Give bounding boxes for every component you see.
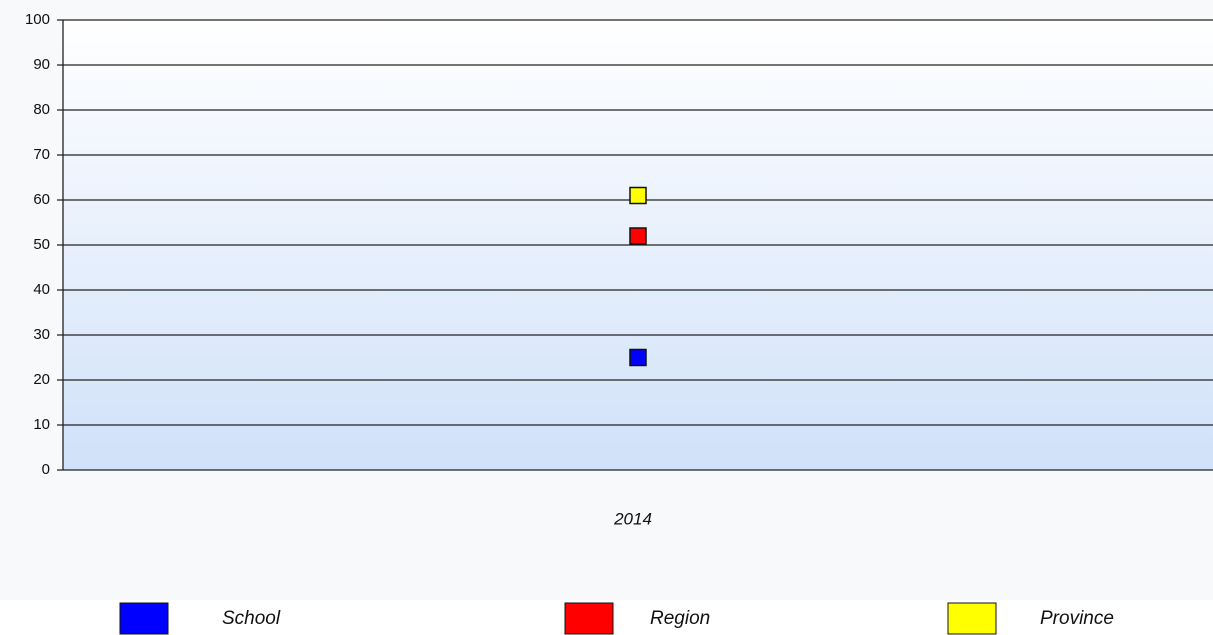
legend-label: School xyxy=(222,608,281,629)
legend-swatch xyxy=(564,602,614,635)
y-tick-label: 90 xyxy=(33,56,50,73)
y-tick-label: 70 xyxy=(33,146,50,163)
legend-label: Region xyxy=(650,608,710,629)
x-tick-label: 2014 xyxy=(613,509,652,528)
marker xyxy=(629,227,647,245)
y-tick-label: 10 xyxy=(33,416,50,433)
legend-swatch xyxy=(947,602,997,635)
y-tick-label: 50 xyxy=(33,236,50,253)
y-tick-label: 40 xyxy=(33,281,50,298)
legend-swatch xyxy=(119,602,169,635)
marker xyxy=(629,348,647,367)
y-tick-label: 30 xyxy=(33,326,50,343)
y-tick-label: 60 xyxy=(33,191,50,208)
marker xyxy=(629,186,647,205)
y-tick-label: 0 xyxy=(42,461,50,478)
y-tick-label: 100 xyxy=(25,11,50,28)
legend-label: Province xyxy=(1040,608,1114,629)
y-tick-label: 20 xyxy=(33,371,50,388)
y-tick-label: 80 xyxy=(33,101,50,118)
